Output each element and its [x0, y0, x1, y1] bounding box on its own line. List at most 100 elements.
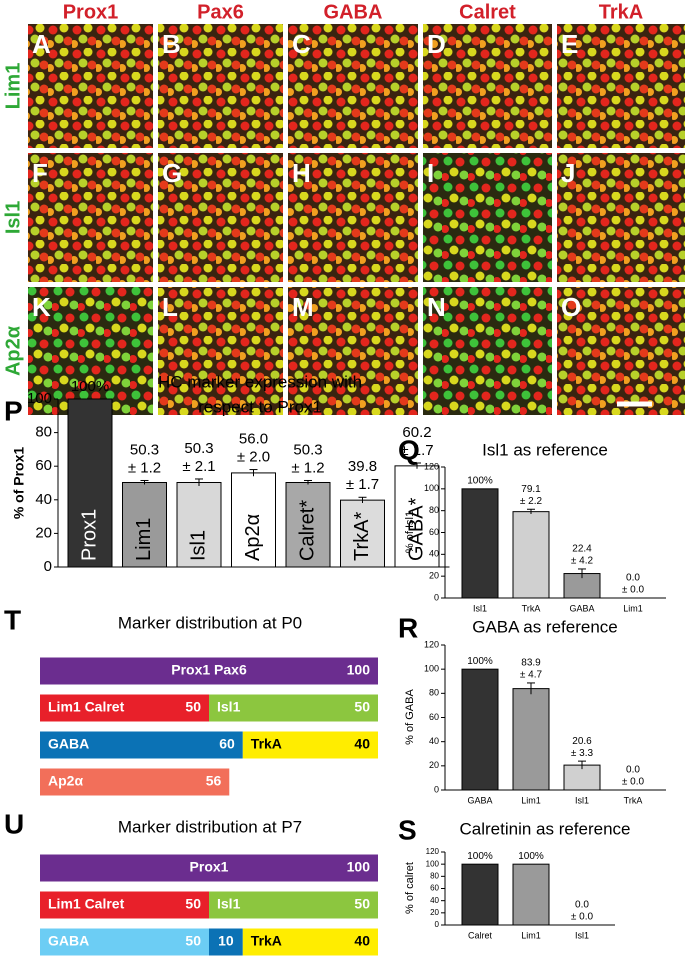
value-label: 60.2 [402, 424, 431, 441]
segment-value: 100 [347, 859, 371, 875]
category-label: Lim1 [623, 603, 643, 613]
category-label: TrkA* [351, 512, 373, 561]
segment-value: 50 [185, 933, 201, 949]
value-label: 100% [71, 378, 109, 395]
segment [40, 891, 209, 919]
y-tick-label: 120 [424, 639, 439, 649]
value-label: 50.3 [293, 441, 322, 458]
value-label: 0.0 [626, 573, 640, 584]
error-label: ± 2.1 [182, 458, 215, 475]
value-label: 100% [467, 851, 493, 862]
row-label: Ap2α [2, 325, 24, 376]
bar [461, 863, 499, 926]
category-label: Ap2α [242, 514, 264, 561]
segment-name: Isl1 [217, 896, 241, 912]
category-label: Calret* [296, 500, 318, 561]
chart-title: HC marker expression with [158, 372, 362, 391]
bar [285, 481, 331, 568]
segment [40, 731, 243, 759]
error-label: ± 0.0 [622, 777, 645, 788]
chart-title: Marker distribution at P7 [118, 817, 302, 836]
micrograph [158, 287, 283, 415]
bar [512, 511, 550, 599]
error-label: ± 1.2 [128, 459, 161, 476]
segment-value: 10 [218, 933, 234, 949]
panel-letter: O [561, 292, 581, 322]
segment [209, 928, 243, 956]
error-label: ± 0.0 [571, 912, 594, 923]
micrograph [557, 153, 685, 282]
bar [176, 481, 222, 568]
panel-letter: T [4, 604, 21, 635]
chart-title: respect to Prox1 [198, 397, 322, 416]
category-label: Isl1 [575, 930, 589, 940]
panel-letter: H [292, 158, 311, 188]
micrograph [423, 287, 552, 415]
panel-letter: E [561, 29, 578, 59]
panel-letter: N [427, 292, 446, 322]
chart-title: Isl1 as reference [482, 440, 608, 459]
panel-letter: B [162, 29, 181, 59]
chart-title: GABA as reference [472, 617, 618, 636]
y-tick-label: 80 [430, 871, 439, 880]
segment-name: TrkA [251, 736, 282, 752]
value-label: 79.1 [521, 484, 541, 495]
segment [40, 768, 230, 796]
y-tick-label: 100 [426, 859, 440, 868]
y-tick-label: 80 [429, 688, 439, 698]
panel-letter: J [561, 158, 575, 188]
y-tick-label: 0 [44, 558, 52, 575]
y-tick-label: 60 [429, 712, 439, 722]
category-label: Lim1 [133, 518, 155, 561]
error-label: ± 4.7 [520, 670, 543, 681]
segment-value: 100 [347, 662, 371, 678]
value-label: 0.0 [575, 900, 589, 911]
bar [461, 668, 499, 791]
y-axis-label: % of Isl1 [404, 511, 416, 553]
value-label: 22.4 [572, 544, 592, 555]
value-label: 39.8 [348, 458, 377, 475]
y-tick-label: 100 [424, 483, 439, 493]
y-tick-label: 80 [429, 505, 439, 515]
panel-letter: F [32, 158, 48, 188]
error-label: ± 1.7 [346, 476, 379, 493]
y-tick-label: 40 [429, 736, 439, 746]
value-label: 20.6 [572, 736, 592, 747]
segment-name: Isl1 [217, 699, 241, 715]
y-tick-label: 120 [424, 461, 439, 471]
column-label: Prox1 [63, 1, 119, 23]
category-label: Isl1 [575, 795, 589, 805]
micrograph [423, 153, 552, 282]
row-label: Lim1 [2, 63, 24, 110]
category-label: Isl1 [473, 603, 487, 613]
segment-name: Ap2α [48, 773, 83, 789]
segment [40, 694, 209, 722]
y-tick-label: 100 [424, 664, 439, 674]
y-axis-label: % of Prox1 [11, 447, 27, 520]
error-label: ± 3.3 [571, 748, 594, 759]
panel-letter: P [4, 395, 23, 426]
segment-name: TrkA [251, 933, 282, 949]
y-tick-label: 40 [35, 491, 52, 508]
segment-value: 40 [354, 736, 370, 752]
segment [40, 657, 378, 685]
y-tick-label: 0 [434, 592, 439, 602]
panel-letter: G [162, 158, 182, 188]
micrograph [158, 24, 283, 148]
panel-letter: L [162, 292, 178, 322]
segment [40, 928, 209, 956]
micrograph [28, 287, 153, 415]
bar [461, 488, 499, 599]
value-label: 83.9 [521, 658, 541, 669]
y-tick-label: 100 [27, 390, 52, 407]
error-label: ± 0.0 [622, 585, 645, 596]
value-label: 50.3 [184, 440, 213, 457]
panel-letter: I [427, 158, 434, 188]
panel-letter: K [32, 292, 51, 322]
value-label: 100% [467, 475, 493, 486]
segment-name: Lim1 Calret [48, 699, 125, 715]
segment-name: GABA [48, 933, 89, 949]
column-label: Calret [459, 1, 516, 23]
y-tick-label: 60 [35, 457, 52, 474]
